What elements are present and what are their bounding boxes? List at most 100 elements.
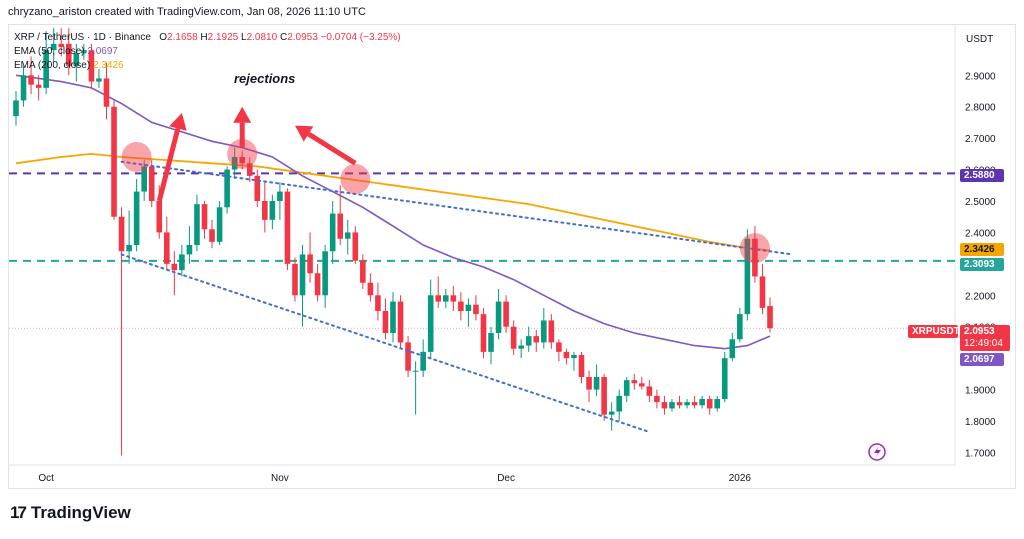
trendline [120,253,651,433]
candle-body [81,50,87,54]
rejection-marker [739,233,770,264]
candle-body [548,320,555,343]
candle-body [405,342,411,371]
x-tick-label: Nov [271,473,289,484]
candle-body [186,245,193,255]
y-tick-label: 1.7000 [965,448,996,459]
rejection-arrow-head [233,106,252,123]
candle-body [367,282,374,296]
rejection-arrow-shaft [156,127,181,202]
candle-body [488,333,494,352]
trendline [120,160,794,256]
lightning-icon-bolt [874,446,881,458]
candle-body [669,402,675,409]
candle-body [721,358,728,399]
candle-body [269,201,276,220]
candle-body [224,169,230,208]
candle-body [661,402,668,409]
candle-body [503,301,509,327]
tradingview-logo-icon: 17 [10,503,27,522]
rejection-arrow-shaft [307,131,357,166]
candle-body [35,84,42,88]
change-value: −0.0704 (−3.25%) [320,32,401,43]
y-tick-label: 2.9000 [965,71,996,82]
symbol-tag: XRPUSDT [908,325,960,338]
candle-body [744,238,751,315]
rejection-arrow-head [294,125,314,142]
level-lower-tag: 2.3093 [960,258,1004,271]
currency-unit-label[interactable]: USDT [966,34,994,45]
y-tick-label: 1.8000 [965,417,996,428]
candle-body [284,191,291,264]
legend-ohlc-row: XRP / TetherUS · 1D · Binance O2.1658 H2… [14,31,401,45]
candle-body [571,355,577,359]
candle-body [480,314,487,352]
candle-body [20,75,27,101]
legend-ema50-row[interactable]: EMA (50, close) 2.0697 [14,45,401,59]
ema200-label: EMA (200, close) [14,60,91,71]
candle-body [390,301,396,333]
candle-body [299,254,306,296]
level-upper-tag: 2.5880 [960,169,1004,182]
y-tick-label: 2.5000 [965,197,996,208]
candle-body [254,175,261,201]
legend-ema200-row[interactable]: EMA (200, close) 2.3426 [14,59,401,73]
candle-body [473,304,479,315]
x-tick-label: Oct [38,473,54,484]
candle-body [73,53,80,66]
candle-body [58,43,65,47]
candle-body [314,273,321,296]
countdown-value: 12:49:04 [964,338,1003,349]
high-value: 2.1925 [207,32,239,43]
candle-body [578,355,585,377]
candle-body [714,399,721,409]
candle-body [556,342,562,352]
close-label: C [279,32,288,43]
rejection-marker [340,164,371,194]
last-price-tag: 2.0953 12:49:04 [960,325,1010,351]
high-label: H [200,32,208,43]
candle-body [164,232,170,264]
candle-body [209,229,215,242]
rejection-marker [227,138,258,169]
candle-body [239,157,245,164]
ema200-value: 2.3426 [92,60,124,71]
x-tick-label: 2026 [729,473,752,484]
candle-body [699,399,705,406]
ema50-line [15,74,771,350]
candle-body [691,402,698,406]
candle-body [684,402,690,406]
candle-body [533,336,540,343]
candle-body [329,213,336,252]
candle-body [156,201,163,233]
candle-body [639,383,645,387]
candle-body [646,386,653,396]
candle-body [28,75,34,85]
close-value: 2.0953 [287,32,318,43]
candle-body [450,295,457,302]
candle-body [495,301,502,333]
candle-body [111,106,117,217]
y-tick-label: 1.9000 [965,386,996,397]
candle-body [737,314,743,340]
candle-body [148,166,155,201]
candle-body [729,339,736,359]
candle-body [171,263,178,271]
candle-body [231,157,238,170]
candle-body [623,380,630,396]
rejection-arrow-head [169,113,187,131]
chart-frame[interactable] [8,24,1016,489]
low-label: L [241,32,247,43]
candle-body [307,254,313,274]
open-value: 2.1658 [167,32,198,43]
candle-body [126,245,132,252]
chart-credit: chryzano_ariston created with TradingVie… [8,6,366,18]
candle-body [292,263,298,296]
candle-body [510,326,517,349]
candle-body [706,399,713,409]
lightning-icon [868,443,886,461]
candle-body [767,306,773,329]
tradingview-logo[interactable]: 17 TradingView [10,503,131,523]
candle-body [277,191,283,201]
